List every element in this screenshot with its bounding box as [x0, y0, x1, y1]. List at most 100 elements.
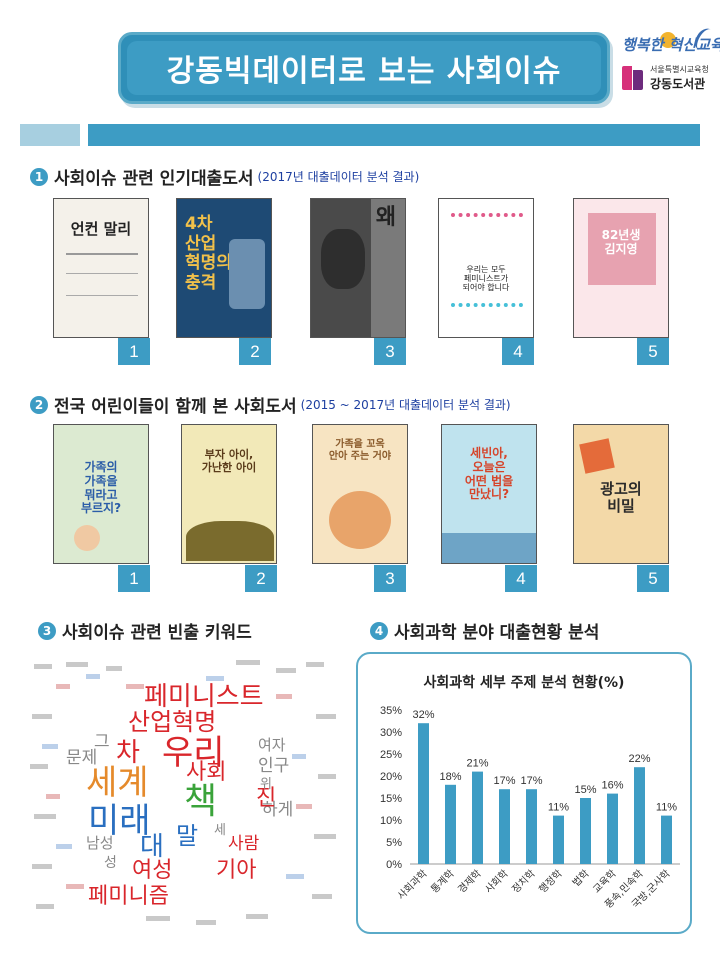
decor-bar-long	[88, 124, 700, 146]
book-title: 세빈아, 오늘은 어떤 법을 만났니?	[464, 446, 514, 502]
bar	[526, 789, 537, 864]
y-tick-label: 25%	[380, 749, 402, 761]
book-cover[interactable]: 우리는 모두 페미니스트가 되어야 합니다	[438, 198, 534, 338]
star-icon	[660, 32, 676, 48]
x-tick-label: 행정학	[537, 868, 565, 896]
x-tick-label: 사회학	[483, 868, 511, 896]
keyword: 차	[116, 738, 140, 768]
keyword: 페미니스트	[144, 682, 264, 712]
data-label: 32%	[412, 709, 434, 721]
data-label: 22%	[628, 753, 650, 765]
section3-heading: 3 사회이슈 관련 빈출 키워드	[38, 618, 252, 643]
word-cloud-backdrop	[30, 660, 336, 925]
book-cover[interactable]: 왜	[310, 198, 406, 338]
y-tick-label: 5%	[386, 837, 402, 849]
y-tick-label: 10%	[380, 815, 402, 827]
rank-badge: 4	[505, 565, 537, 592]
book-cover[interactable]: 언컨 말리	[53, 198, 149, 338]
bar	[445, 784, 456, 864]
bar-chart: 0% 5% 10% 15% 20% 25% 30% 35% 32% 사회과학 18% 통계학 21% 경제…	[380, 705, 680, 911]
book-title: 언컨 말리	[70, 220, 132, 238]
word-cloud: 페미니스트 산업혁명 우리 세계 책 미래 사회 차 대 말 여성 기아 페미니…	[26, 654, 344, 934]
section2-subtitle: (2015 ~ 2017년 대출데이터 분석 결과)	[300, 398, 511, 412]
section3-title: 사회이슈 관련 빈출 키워드	[62, 623, 252, 643]
keyword: 산업혁명	[128, 708, 217, 736]
x-tick-label: 경제학	[455, 867, 484, 896]
decor-bar-small	[20, 124, 80, 146]
section1-heading: 1 사회이슈 관련 인기대출도서 (2017년 대출데이터 분석 결과)	[30, 164, 419, 189]
section2-heading: 2 전국 어린이들이 함께 본 사회도서 (2015 ~ 2017년 대출데이터…	[30, 392, 511, 417]
book-cover[interactable]: 부자 아이, 가난한 아이	[181, 424, 277, 564]
bar	[553, 815, 564, 864]
data-label: 16%	[601, 780, 623, 792]
y-tick-label: 30%	[380, 727, 402, 739]
keyword: 세	[214, 823, 226, 838]
section4-title: 사회과학 분야 대출현황 분석	[394, 623, 600, 643]
keyword: 여성	[132, 858, 173, 883]
data-label: 11%	[656, 802, 677, 814]
data-label: 17%	[493, 775, 515, 787]
keyword: 여자	[258, 736, 286, 754]
book-cover[interactable]: 광고의 비밀	[573, 424, 669, 564]
library-org-name: 강동도서관	[650, 77, 706, 91]
rank-badge: 4	[502, 338, 534, 365]
book-title: 우리는 모두 페미니스트가 되어야 합니다	[462, 265, 510, 293]
x-tick-label: 정치학	[510, 868, 538, 896]
keyword: 위	[260, 777, 272, 792]
rank-badge: 3	[374, 338, 406, 365]
keyword: 문제	[66, 748, 98, 768]
section2-number: 2	[30, 395, 48, 414]
bar	[580, 798, 591, 864]
rank-badge: 1	[118, 565, 150, 592]
keyword: 사람	[228, 834, 260, 854]
title-banner: 강동빅데이터로 보는 사회이슈	[118, 32, 610, 104]
x-tick-label: 통계학	[429, 868, 457, 896]
keyword: 진	[256, 786, 277, 811]
bar	[472, 771, 483, 864]
data-label: 11%	[548, 802, 569, 814]
section1-title: 사회이슈 관련 인기대출도서	[54, 169, 254, 189]
keyword: 말	[176, 822, 199, 850]
data-label: 21%	[466, 758, 488, 770]
rank-badge: 5	[637, 338, 669, 365]
book-cover[interactable]: 세빈아, 오늘은 어떤 법을 만났니?	[441, 424, 537, 564]
y-tick-label: 35%	[380, 705, 402, 717]
rank-badge: 5	[637, 565, 669, 592]
keyword: 페미니즘	[88, 884, 169, 909]
library-mark-icon	[622, 66, 644, 90]
section4-heading: 4 사회과학 분야 대출현황 분석	[370, 618, 599, 643]
rank-badge: 1	[118, 338, 150, 365]
x-tick-label: 사회과학	[395, 868, 430, 903]
bar	[661, 815, 672, 864]
keyword: 세계	[86, 763, 149, 803]
keyword: 남성	[86, 834, 114, 852]
book-title: 왜	[375, 205, 397, 230]
keyword: 우리	[162, 733, 225, 773]
book-title: 광고의 비밀	[600, 480, 642, 516]
title-banner-inner	[127, 41, 601, 95]
data-label: 18%	[439, 771, 461, 783]
keyword: 그	[94, 732, 110, 752]
keyword: 성	[104, 855, 117, 871]
keyword: 책	[184, 781, 218, 822]
bar	[418, 723, 429, 864]
y-tick-label: 20%	[380, 771, 402, 783]
book-cover[interactable]: 가족을 꼬옥 안아 주는 거야	[312, 424, 408, 564]
bar	[607, 793, 618, 864]
section3-number: 3	[38, 621, 56, 640]
y-tick-label: 0%	[386, 859, 402, 871]
chart-title: 사회과학 세부 주제 분석 현황(%)	[423, 675, 625, 691]
book-cover[interactable]: 4차 산업 혁명의 충격	[176, 198, 272, 338]
section1-number: 1	[30, 167, 48, 186]
section4-number: 4	[370, 621, 388, 640]
keyword: 하게	[262, 800, 294, 820]
book-cover[interactable]: 82년생 김지영	[573, 198, 669, 338]
bar	[499, 789, 510, 864]
keyword: 대	[140, 832, 164, 862]
book-cover[interactable]: 가족의 가족을 뭐라고 부르지?	[53, 424, 149, 564]
rank-badge: 2	[239, 338, 271, 365]
data-label: 15%	[574, 784, 596, 796]
keyword: 사회	[186, 760, 227, 785]
book-title: 가족의 가족을 뭐라고 부르지?	[80, 460, 122, 516]
library-logo: 서울특별시교육청 강동도서관	[622, 64, 718, 92]
